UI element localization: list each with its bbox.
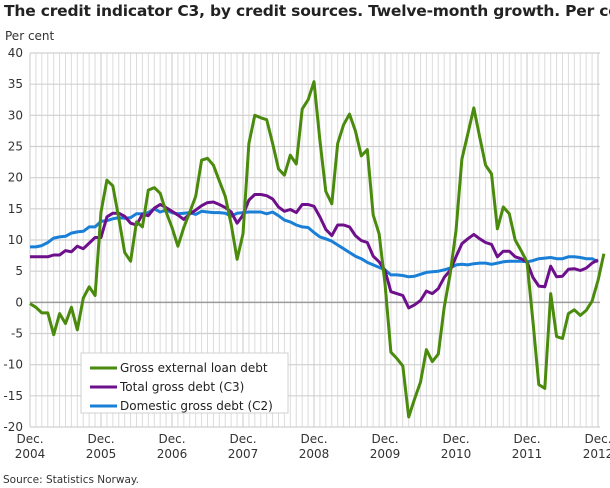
x-tick-year: 2012 (583, 447, 610, 461)
x-tick-year: 2009 (370, 447, 401, 461)
x-tick-year: 2008 (299, 447, 330, 461)
y-axis-label: Per cent (5, 29, 55, 43)
x-tick-year: 2006 (157, 447, 188, 461)
y-tick-label: -15 (3, 389, 23, 403)
x-tick-month: Dec. (158, 432, 185, 446)
x-tick-month: Dec. (513, 432, 540, 446)
x-tick-month: Dec. (229, 432, 256, 446)
x-tick-year: 2004 (15, 447, 46, 461)
x-tick-year: 2007 (228, 447, 259, 461)
x-tick-month: Dec. (442, 432, 469, 446)
x-tick-month: Dec. (371, 432, 398, 446)
x-tick-month: Dec. (300, 432, 327, 446)
y-tick-label: -20 (3, 420, 23, 434)
x-tick-month: Dec. (16, 432, 43, 446)
y-tick-label: 0 (15, 295, 23, 309)
source-note: Source: Statistics Norway. (3, 474, 139, 486)
x-tick-month: Dec. (87, 432, 114, 446)
y-tick-label: -5 (11, 327, 23, 341)
y-tick-label: 20 (8, 171, 23, 185)
series-line-total-gross-debt-c3 (30, 193, 599, 310)
y-tick-label: 35 (8, 77, 23, 91)
legend-box (80, 352, 289, 414)
chart-title: The credit indicator C3, by credit sourc… (4, 2, 610, 20)
x-tick-month: Dec. (584, 432, 610, 446)
x-tick-year: 2011 (512, 447, 543, 461)
y-tick-label: 10 (8, 233, 23, 247)
x-tick-year: 2005 (86, 447, 117, 461)
x-tick-year: 2010 (441, 447, 472, 461)
y-tick-label: 15 (8, 202, 23, 216)
legend-label: Total gross debt (C3) (119, 380, 244, 394)
y-tick-label: 25 (8, 140, 23, 154)
legend-label: Domestic gross debt (C2) (120, 399, 273, 413)
y-tick-label: 30 (8, 108, 23, 122)
series-line-gross-external-loan-debt (29, 80, 606, 419)
legend: Gross external loan debt Total gross debt… (80, 352, 289, 414)
y-tick-label: -10 (3, 358, 23, 372)
y-tick-label: 5 (15, 264, 23, 278)
y-tick-label: 40 (8, 46, 23, 60)
legend-label: Gross external loan debt (120, 361, 268, 375)
